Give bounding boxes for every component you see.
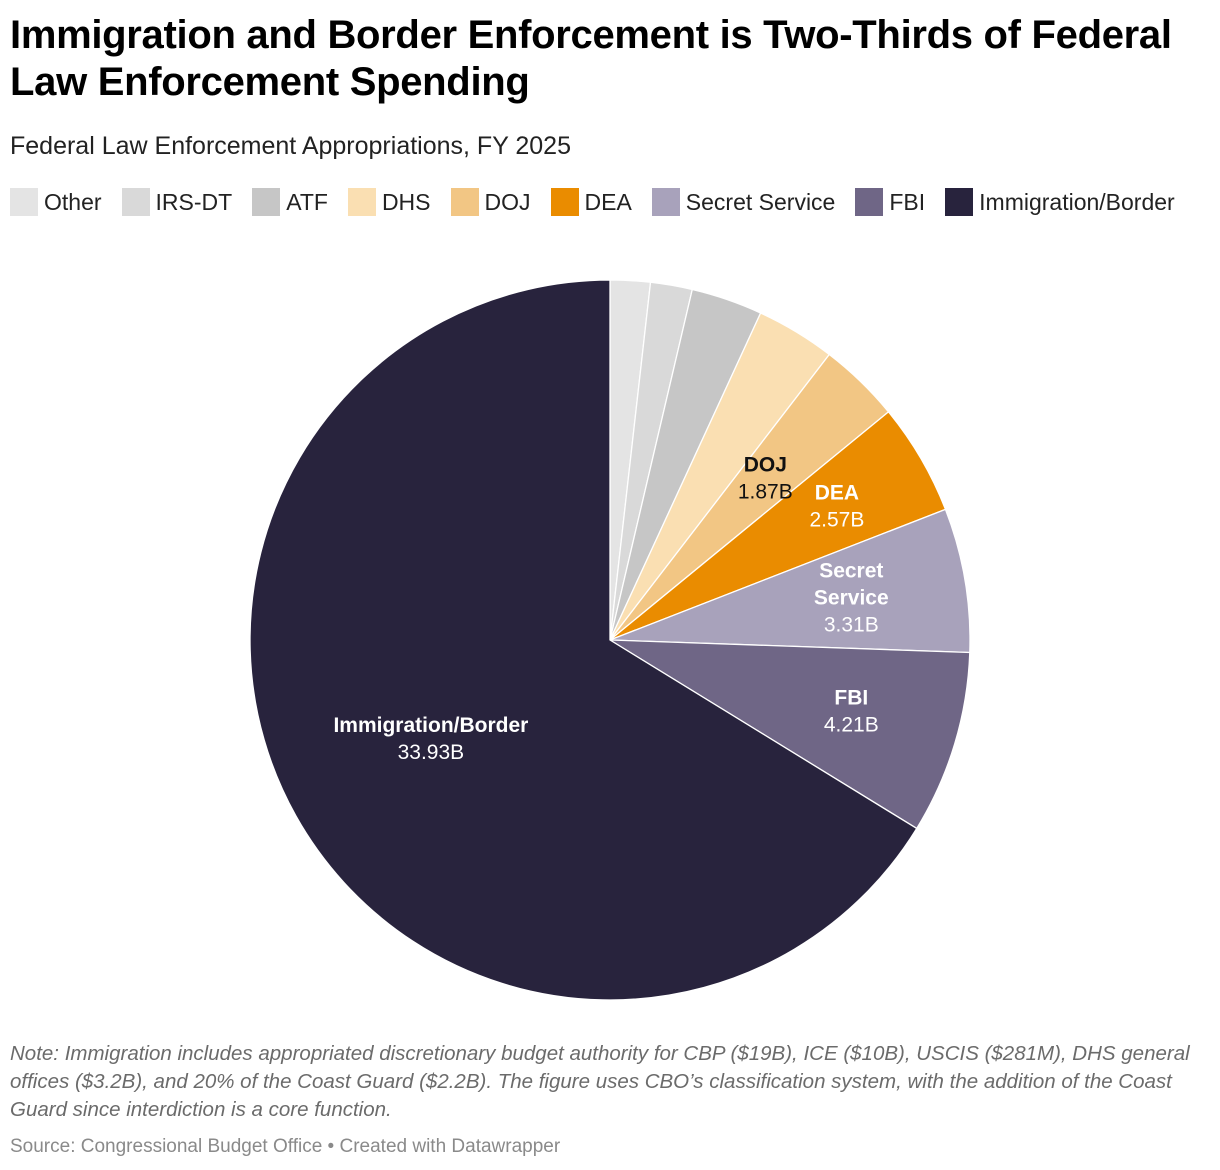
legend-swatch [347, 188, 376, 216]
pie-slice-secret-service [609, 508, 971, 654]
slice-label-name: DEA [815, 481, 859, 504]
slice-label-dea: DEA 2.57B [809, 481, 864, 531]
legend-swatch [121, 188, 150, 216]
pie-slice-fbi [609, 639, 971, 830]
slice-label-secret-service: Secret Service 3.31B [814, 560, 889, 637]
legend-item-fbi: FBI [855, 188, 925, 216]
legend-swatch [945, 188, 974, 216]
legend-item-secret-service: Secret Service [651, 188, 836, 216]
slice-label-name: FBI [834, 687, 868, 710]
chart-title: Immigration and Border Enforcement is Tw… [10, 13, 1172, 104]
legend-label: DEA [584, 189, 632, 215]
legend-item-irs-dt: IRS-DT [121, 188, 233, 216]
slice-label-fbi: FBI 4.21B [824, 687, 879, 737]
legend-label: Secret Service [685, 189, 836, 215]
legend-label: Immigration/Border [979, 189, 1175, 215]
legend-item-other: Other [10, 188, 102, 216]
legend-swatch [855, 188, 884, 216]
slice-label-value: 2.57B [809, 508, 864, 531]
chart-note: Note: Immigration includes appropriated … [10, 1042, 1190, 1121]
legend-swatch [10, 188, 38, 216]
legend-swatch [651, 188, 680, 216]
legend-swatch [550, 188, 579, 216]
legend-swatch [450, 188, 479, 216]
pie-chart: DOJ 1.87B DEA 2.57B Secret Service 3.31B FBI 4.2… [249, 279, 971, 1001]
slice-label-immigration-border: Immigration/Border 33.93B [333, 714, 528, 764]
legend-item-atf: ATF [252, 188, 328, 216]
legend-item-dea: DEA [550, 188, 632, 216]
chart-subtitle: Federal Law Enforcement Appropriations, … [10, 132, 571, 160]
slice-label-value: 4.21B [824, 714, 879, 737]
legend-swatch [252, 188, 281, 216]
slice-label-name: Immigration/Border [333, 714, 528, 737]
slice-label-value: 33.93B [398, 741, 465, 764]
legend-item-immigration-border: Immigration/Border [945, 188, 1175, 216]
legend-label: FBI [889, 189, 926, 215]
slice-label-name: Secret [819, 560, 883, 583]
legend-label: IRS-DT [155, 189, 233, 215]
source-credit: Source: Congressional Budget Office • Cr… [10, 1136, 561, 1157]
slice-label-name: Service [814, 587, 889, 610]
legend-item-doj: DOJ [450, 188, 531, 216]
legend-label: DHS [381, 189, 431, 215]
legend-label: DOJ [484, 189, 531, 215]
slice-label-name: DOJ [744, 454, 787, 477]
slice-label-doj: DOJ 1.87B [738, 454, 793, 504]
slice-label-value: 3.31B [824, 614, 879, 637]
pie-slice-immigration-border [249, 279, 918, 1001]
slice-label-value: 1.87B [738, 481, 793, 504]
legend: Other IRS-DT ATF DHS DOJ DEA Secret Service FBI… [10, 186, 1195, 218]
legend-label: Other [44, 189, 102, 215]
legend-label: ATF [286, 189, 328, 215]
legend-item-dhs: DHS [347, 188, 431, 216]
